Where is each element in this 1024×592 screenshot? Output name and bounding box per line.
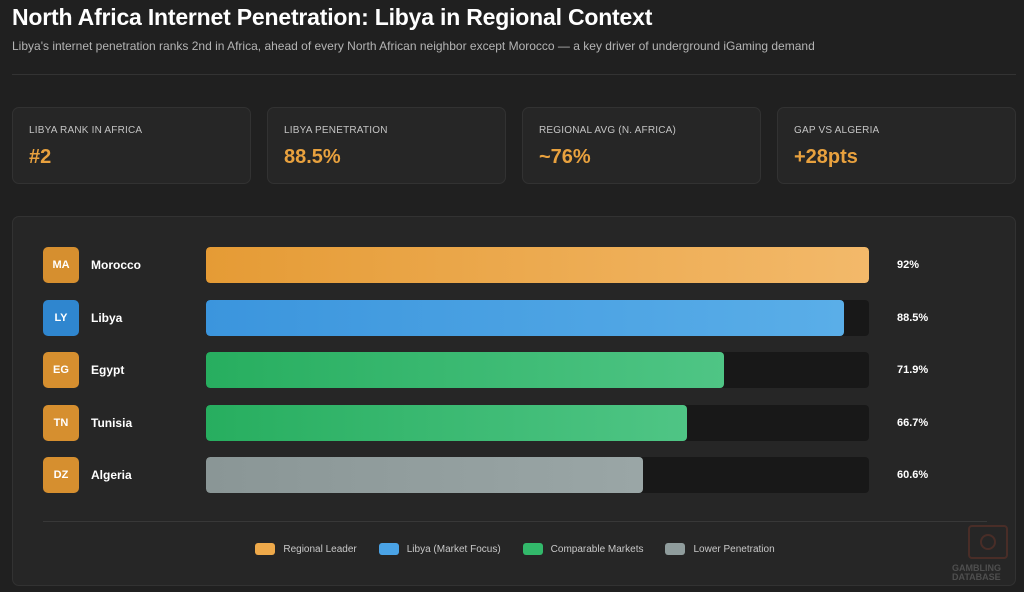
stat-value: #2 bbox=[29, 146, 52, 168]
header-divider bbox=[12, 74, 1016, 75]
stat-label: LIBYA PENETRATION bbox=[284, 125, 388, 136]
value-label: 88.5% bbox=[897, 311, 929, 324]
stat-card-regional-avg: REGIONAL AVG (N. AFRICA) ~76% bbox=[522, 107, 761, 184]
stat-cards: LIBYA RANK IN AFRICA #2 LIBYA PENETRATIO… bbox=[12, 107, 1016, 184]
country-code-badge: DZ bbox=[43, 457, 79, 493]
stat-label: REGIONAL AVG (N. AFRICA) bbox=[539, 125, 677, 136]
bar bbox=[206, 299, 844, 336]
legend-item: Comparable Markets bbox=[522, 541, 644, 557]
value-label: 60.6% bbox=[897, 469, 929, 481]
legend-swatch bbox=[255, 543, 276, 555]
legend-swatch bbox=[522, 543, 543, 555]
page-subtitle: Libya's internet penetration ranks 2nd i… bbox=[12, 39, 815, 53]
stat-label: LIBYA RANK IN AFRICA bbox=[29, 125, 143, 136]
country-code-badge: LY bbox=[43, 299, 79, 336]
legend-swatch bbox=[378, 543, 399, 555]
bar-row: LY Libya 88.5% bbox=[43, 299, 943, 336]
legend-divider bbox=[43, 521, 987, 522]
stat-value: +28pts bbox=[794, 146, 858, 168]
country-code-badge: TN bbox=[43, 404, 79, 441]
bar bbox=[206, 247, 869, 283]
watermark-logo-icon bbox=[968, 525, 1008, 559]
bar-track bbox=[206, 352, 869, 388]
legend-item: Regional Leader bbox=[255, 541, 357, 557]
bar-track bbox=[206, 299, 869, 336]
value-label: 92% bbox=[897, 259, 920, 271]
bar-row: TN Tunisia 66.7% bbox=[43, 404, 943, 441]
bar bbox=[206, 404, 687, 441]
stat-card-penetration: LIBYA PENETRATION 88.5% bbox=[267, 107, 506, 184]
bar-row: DZ Algeria 60.6% bbox=[43, 457, 943, 493]
country-label: Egypt bbox=[91, 363, 125, 377]
bar bbox=[206, 352, 725, 388]
bar-row: MA Morocco 92% bbox=[43, 247, 943, 283]
bar-row: EG Egypt 71.9% bbox=[43, 352, 943, 388]
legend-item: Lower Penetration bbox=[665, 541, 775, 557]
watermark: GAMBLING DATABASE bbox=[950, 522, 1016, 588]
stat-card-rank: LIBYA RANK IN AFRICA #2 bbox=[12, 107, 251, 184]
country-label: Tunisia bbox=[91, 415, 133, 430]
country-label: Algeria bbox=[91, 468, 132, 482]
stat-card-gap: GAP VS ALGERIA +28pts bbox=[777, 107, 1016, 184]
country-code-badge: MA bbox=[43, 247, 79, 283]
chart-legend: Regional Leader Libya (Market Focus) Compa… bbox=[13, 541, 1017, 557]
bar-track bbox=[206, 404, 869, 441]
page-title: North Africa Internet Penetration: Libya… bbox=[12, 4, 653, 30]
stat-value: ~76% bbox=[539, 146, 591, 168]
legend-item: Libya (Market Focus) bbox=[378, 541, 501, 557]
legend-label: Libya (Market Focus) bbox=[406, 543, 501, 555]
country-code-badge: EG bbox=[43, 352, 79, 388]
stat-value: 88.5% bbox=[284, 146, 341, 168]
legend-label: Lower Penetration bbox=[693, 543, 775, 555]
legend-label: Comparable Markets bbox=[550, 543, 644, 555]
watermark-text: GAMBLING DATABASE bbox=[952, 563, 1001, 582]
country-label: Morocco bbox=[91, 258, 142, 272]
bar-track bbox=[206, 457, 869, 493]
value-label: 71.9% bbox=[897, 364, 929, 376]
country-label: Libya bbox=[91, 310, 123, 325]
value-label: 66.7% bbox=[897, 416, 929, 429]
bar bbox=[206, 457, 643, 493]
stat-label: GAP VS ALGERIA bbox=[794, 125, 880, 136]
bar-track bbox=[206, 247, 869, 283]
legend-swatch bbox=[665, 543, 686, 555]
chart-panel: MA Morocco 92% LY Libya 88.5% EG Egypt 71.9% TN Tu… bbox=[12, 216, 1016, 586]
legend-label: Regional Leader bbox=[283, 543, 357, 555]
